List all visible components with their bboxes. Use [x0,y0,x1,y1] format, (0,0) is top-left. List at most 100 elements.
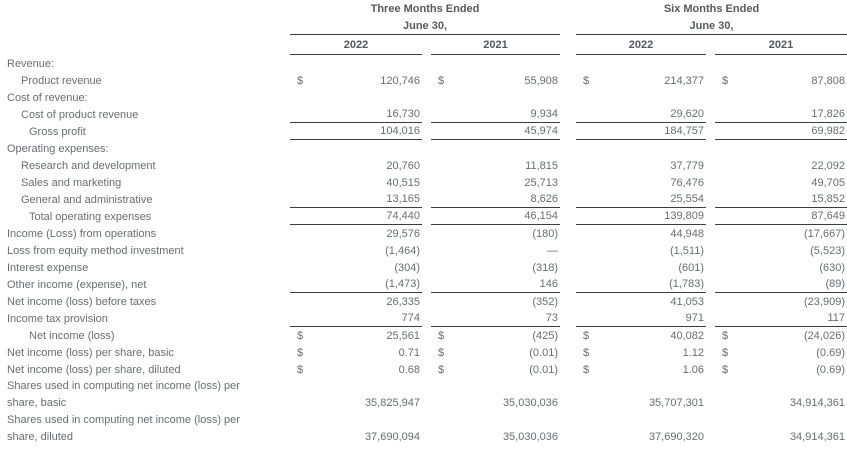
value-cell: 25,554 [576,191,706,208]
value-cell: 17,826 [715,106,847,123]
cell-value: 40,082 [670,329,704,342]
period-title-six-months: Six Months Ended [663,2,760,15]
row-label: Cost of revenue: [7,91,88,104]
value-cell: 35,030,036 [431,412,560,446]
dollar-sign: $ [438,329,445,342]
row-label: Revenue: [7,57,55,70]
cell-value: 46,154 [524,210,558,222]
cell-value: (425) [532,329,558,342]
row-label: Net income (loss) per share, diluted [7,363,181,376]
cell-value: (1,783) [669,278,704,290]
cell-value: 69,982 [811,125,845,137]
value-cell: 34,914,361 [715,412,847,446]
row-label: Loss from equity method investment [7,244,184,257]
value-cell: 139,809 [576,208,706,225]
row-label: Other income (expense), net [7,278,147,291]
value-cell: $ (0.01) [431,361,560,378]
cell-value: 44,948 [670,227,704,240]
value-cell: 971 [576,310,706,327]
cell-value: 29,576 [386,227,420,240]
value-cell: — [431,242,560,259]
value-cell: 34,914,361 [715,378,847,412]
cell-value: (318) [532,261,558,274]
period-date: June 30, [290,17,560,35]
value-cell: (352) [431,293,560,310]
value-cell: 8,626 [431,191,560,208]
dollar-sign: $ [297,329,304,342]
table-row: General and administrative 13,165 8,626 … [0,191,847,208]
cell-value: 76,476 [670,176,704,189]
value-cell: (601) [576,259,706,276]
cell-value: 11,815 [525,159,558,172]
value-cell: 184,757 [576,123,706,140]
table-row: Total operating expenses 74,440 46,154 1… [0,208,847,225]
dollar-sign: $ [722,363,729,376]
value-cell: (89) [715,276,847,293]
cell-value: (89) [825,278,845,290]
value-cell: $ (425) [431,327,560,344]
value-cell: (1,511) [576,242,706,259]
row-label: General and administrative [21,193,153,206]
table-row: Income tax provision 774 73 971 117 [0,310,847,327]
value-cell: $40,082 [576,327,706,344]
dollar-sign: $ [722,74,729,87]
cell-value: (0.01) [529,363,558,376]
value-cell: (1,464) [290,242,422,259]
cell-value: (0.01) [529,346,558,359]
dollar-sign: $ [297,346,304,359]
cell-value: 35,030,036 [502,397,558,409]
cell-value: 25,554 [670,193,704,205]
value-cell: (630) [715,259,847,276]
value-cell: (5,523) [715,242,847,259]
row-label: Net income (loss) per share, basic [7,346,174,359]
cell-value: (1,473) [385,278,420,290]
value-cell: $55,908 [431,72,560,89]
value-cell: (1,473) [290,276,422,293]
cell-value: 87,808 [811,74,845,87]
dollar-sign: $ [438,346,445,359]
cell-value: 15,852 [811,193,845,205]
table-row: Net income (loss) per share, basic $0.71… [0,344,847,361]
value-cell: $0.71 [290,344,422,361]
table-row: Loss from equity method investment (1,46… [0,242,847,259]
cell-value: 20,760 [386,159,420,172]
cell-value: 74,440 [386,210,420,222]
cell-value: 13,165 [386,193,420,205]
cell-value: 35,825,947 [364,397,420,409]
cell-value: 87,649 [811,210,845,222]
table-row: Other income (expense), net (1,473) 146 … [0,276,847,293]
cell-value: 0.68 [398,363,420,376]
table-row-section: Revenue: [0,55,847,72]
row-label: Total operating expenses [29,210,152,223]
cell-value: 34,914,361 [789,397,845,409]
row-label: Income (Loss) from operations [7,227,157,240]
table-row: Interest expense (304) (318) (601) (630) [0,259,847,276]
row-label: Income tax provision [7,312,108,325]
table-row: Shares used in computing net income (los… [0,378,847,412]
row-label: Cost of product revenue [21,108,139,121]
cell-value: (304) [394,261,420,274]
table-row-section: Cost of revenue: [0,89,847,106]
cell-value: 35,707,301 [648,397,704,409]
cell-value: 117 [827,312,845,324]
cell-value: (0.69) [816,363,845,376]
dollar-sign: $ [583,329,590,342]
value-cell: 37,690,320 [576,412,706,446]
row-label: Shares used in computing net income (los… [7,414,240,443]
period-date: June 30, [576,17,847,35]
row-label: Product revenue [21,74,102,87]
cell-value: (180) [532,227,558,240]
dollar-sign: $ [583,363,590,376]
value-cell: (304) [290,259,422,276]
cell-value: (352) [532,295,558,308]
value-cell: (1,783) [576,276,706,293]
value-cell: $120,746 [290,72,422,89]
row-label: Sales and marketing [21,176,122,189]
cell-value: (601) [678,261,704,274]
value-cell: $ (0.01) [431,344,560,361]
value-cell: 35,030,036 [431,378,560,412]
value-cell: 16,730 [290,106,422,123]
value-cell: 26,335 [290,293,422,310]
value-cell: 29,620 [576,106,706,123]
value-cell: 774 [290,310,422,327]
